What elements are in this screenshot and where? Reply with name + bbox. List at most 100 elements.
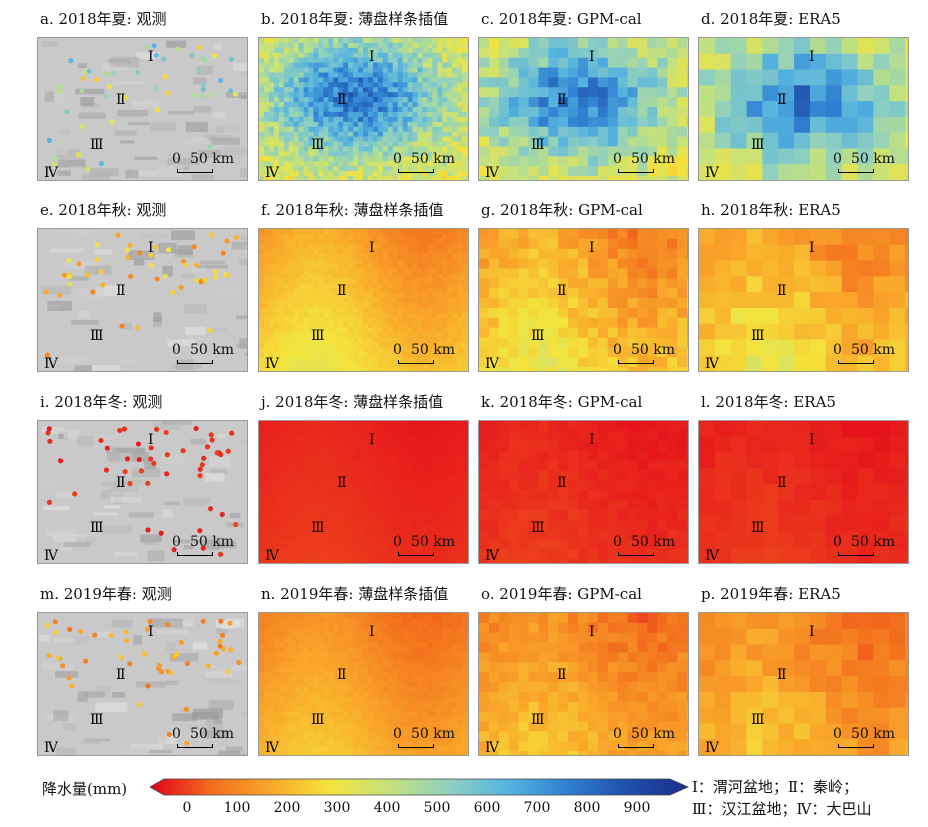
- raster-cell: [422, 156, 428, 162]
- station-dot: [68, 58, 74, 64]
- raster-cell: [607, 97, 619, 108]
- raster-cell: [498, 278, 510, 289]
- raster-cell: [288, 116, 295, 123]
- raster-cell: [607, 278, 619, 289]
- raster-cell: [348, 111, 354, 118]
- raster-cell: [353, 435, 359, 442]
- raster-cell: [323, 440, 329, 447]
- raster-cell: [367, 278, 374, 284]
- raster-cell: [353, 131, 359, 138]
- raster-cell: [358, 293, 364, 299]
- raster-cell: [348, 485, 354, 491]
- raster-cell: [343, 440, 349, 447]
- raster-cell: [338, 77, 344, 83]
- raster-cell: [462, 111, 468, 118]
- raster-cell: [452, 450, 458, 457]
- raster-cell: [407, 327, 414, 334]
- station-dot: [98, 269, 104, 275]
- raster-cell: [841, 85, 858, 102]
- raster-cell: [447, 97, 453, 103]
- raster-cell: [293, 151, 300, 157]
- raster-cell: [427, 352, 433, 358]
- raster-cell: [313, 176, 319, 180]
- raster-cell: [457, 238, 463, 245]
- raster-cell: [387, 455, 394, 461]
- raster-cell: [627, 38, 638, 49]
- raster-cell: [323, 445, 329, 452]
- raster-cell: [442, 509, 448, 516]
- raster-cell: [333, 151, 339, 157]
- raster-cell: [873, 69, 890, 86]
- raster-cell: [778, 323, 795, 340]
- raster-cell: [657, 258, 668, 269]
- raster-cell: [288, 238, 295, 245]
- raster-cell: [348, 283, 354, 289]
- raster-cell: [268, 116, 275, 123]
- raster-cell: [318, 342, 324, 348]
- station-dot: [46, 426, 52, 432]
- raster-cell: [452, 549, 458, 555]
- raster-cell: [372, 322, 379, 329]
- scale-bar: [398, 169, 434, 173]
- raster-cell: [308, 97, 314, 103]
- raster-cell: [677, 298, 688, 309]
- raster-cell: [442, 302, 448, 309]
- raster-cell: [637, 38, 648, 49]
- raster-cell: [447, 248, 453, 255]
- raster-cell: [259, 248, 265, 255]
- raster-cell: [558, 327, 569, 338]
- raster-cell: [323, 494, 329, 501]
- raster-cell: [442, 362, 448, 368]
- raster-cell: [488, 38, 500, 49]
- raster-cell: [263, 102, 270, 108]
- terrain-shade: [162, 265, 173, 277]
- raster-cell: [328, 534, 334, 540]
- raster-cell: [372, 534, 379, 540]
- raster-cell: [367, 485, 374, 491]
- raster-cell: [417, 107, 423, 113]
- raster-cell: [377, 317, 384, 324]
- raster-cell: [263, 47, 270, 54]
- raster-cell: [687, 278, 688, 289]
- raster-cell: [387, 367, 394, 371]
- raster-cell: [377, 111, 384, 118]
- raster-cell: [427, 229, 433, 235]
- raster-cell: [488, 367, 500, 371]
- raster-cell: [372, 52, 379, 59]
- raster-cell: [397, 243, 404, 250]
- terrain-shade: [166, 40, 187, 48]
- raster-cell: [457, 161, 463, 167]
- raster-cell: [407, 283, 414, 289]
- raster-cell: [372, 425, 379, 432]
- raster-cell: [263, 288, 270, 294]
- raster-cell: [825, 116, 843, 134]
- terrain-shade: [63, 541, 91, 548]
- raster-cell: [358, 111, 364, 118]
- raster-cell: [343, 146, 349, 152]
- raster-cell: [377, 327, 384, 334]
- raster-cell: [353, 77, 359, 83]
- raster-cell: [363, 248, 369, 255]
- terrain-shade: [119, 359, 133, 364]
- raster-cell: [328, 141, 334, 147]
- raster-cell: [528, 47, 539, 59]
- raster-cell: [333, 42, 339, 49]
- raster-cell: [427, 312, 433, 319]
- raster-cell: [407, 519, 414, 526]
- raster-cell: [377, 514, 384, 521]
- raster-cell: [442, 97, 448, 103]
- raster-cell: [358, 490, 364, 496]
- raster-cell: [273, 171, 280, 177]
- raster-cell: [412, 151, 418, 157]
- raster-cell: [402, 171, 409, 177]
- raster-cell: [298, 38, 305, 44]
- raster-cell: [627, 268, 638, 279]
- raster-cell: [578, 298, 589, 309]
- raster-cell: [437, 111, 443, 118]
- raster-cell: [488, 347, 500, 358]
- raster-cell: [457, 229, 463, 235]
- raster-cell: [402, 362, 409, 368]
- raster-cell: [427, 509, 433, 516]
- raster-cell: [746, 260, 763, 277]
- raster-cell: [442, 258, 448, 265]
